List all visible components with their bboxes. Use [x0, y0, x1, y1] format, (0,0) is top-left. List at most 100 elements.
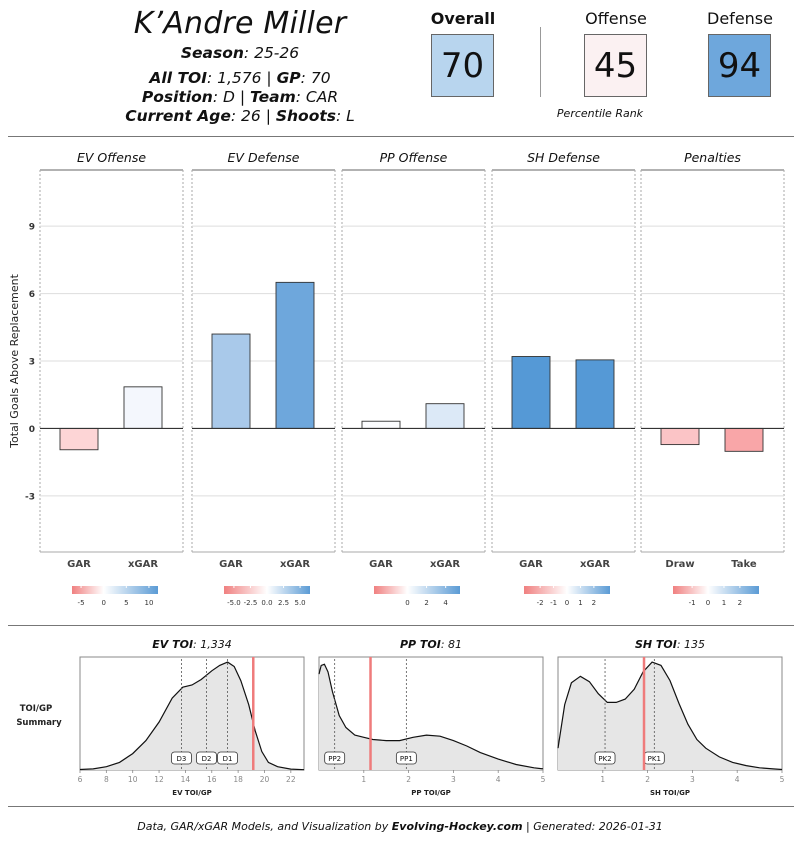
deployment-marker-box	[594, 751, 616, 765]
shoots-value: L	[346, 107, 355, 125]
x-tick-label: 1	[361, 775, 366, 784]
x-tick-label: 5	[541, 775, 546, 784]
deployment-marker-label: PK1	[648, 755, 661, 763]
player-name: K’Andre Miller	[133, 6, 347, 41]
toi-gp-line: All TOI: 1,576 | GP: 70	[149, 69, 331, 87]
legend-tick-label: 5.0	[295, 599, 306, 607]
panel-title: Penalties	[684, 150, 741, 165]
deployment-marker-label: PP2	[328, 755, 341, 763]
legend-tick-label: 0	[101, 599, 105, 607]
x-tick-label: 6	[78, 775, 83, 784]
legend-tick-label: -2.5	[244, 599, 258, 607]
density-area	[558, 662, 782, 770]
gp-value: 70	[310, 69, 331, 87]
legend-tick-label: -1	[689, 599, 696, 607]
season-value: 25-26	[254, 44, 300, 62]
bar-xgar	[575, 359, 615, 429]
toi-title-label: PP TOI	[400, 638, 441, 651]
deployment-marker-box	[171, 751, 192, 765]
density-line	[318, 663, 544, 770]
legend-tick-label: 0.0	[261, 599, 272, 607]
footer-prefix: Data, GAR/xGAR Models, and Visualization…	[137, 820, 389, 833]
team-value: CAR	[305, 88, 339, 106]
y-tick-label: 9	[29, 223, 35, 233]
deployment-marker-label: PP1	[400, 755, 413, 763]
x-tick-label: 10	[128, 775, 138, 784]
toi-title-label: EV TOI	[152, 638, 193, 651]
y-tick-label: 3	[29, 358, 35, 368]
toi-title-value: : 81	[441, 638, 462, 651]
footer-divider	[8, 806, 794, 807]
age-label: Current Age	[125, 107, 231, 125]
percentile-rank-note: Percentile Rank	[556, 107, 644, 120]
footer-site: Evolving-Hockey.com	[391, 820, 523, 833]
legend-tick-label: 1	[578, 599, 582, 607]
position-team-line: Position: D | Team: CAR	[141, 88, 339, 106]
legend-tick-label: 5	[124, 599, 128, 607]
color-legend-bar	[72, 586, 158, 594]
x-tick-label: xGAR	[580, 559, 610, 570]
x-tick-label: 16	[207, 775, 217, 784]
toi-title-label: SH TOI	[635, 638, 677, 651]
panel-title: EV Offense	[77, 150, 146, 165]
toi-panel-title: PP TOI: 81	[400, 638, 462, 651]
x-tick-label: GAR	[219, 559, 243, 570]
gp-label: GP	[276, 69, 301, 87]
x-tick-label: xGAR	[280, 559, 310, 570]
x-tick-label: 18	[233, 775, 243, 784]
overall-rank-label: Overall	[430, 9, 496, 28]
footer-suffix: | Generated: 2026-01-31	[526, 820, 663, 833]
all-toi-value: 1,576	[217, 69, 262, 87]
deployment-marker-box	[217, 751, 238, 765]
defense-rank-label: Defense	[707, 9, 773, 28]
y-tick-label: -3	[25, 492, 35, 502]
legend-tick-label: -5.0	[227, 599, 241, 607]
x-tick-label: GAR	[369, 559, 393, 570]
bar-gar	[211, 333, 251, 429]
x-tick-label: GAR	[67, 559, 91, 570]
color-legend-bar	[374, 586, 460, 594]
x-tick-label: GAR	[519, 559, 543, 570]
position-value: D	[223, 88, 235, 106]
legend-tick-label: 2.5	[278, 599, 289, 607]
x-axis-label: SH TOI/GP	[650, 789, 690, 797]
legend-tick-label: 2	[424, 599, 428, 607]
header-divider	[8, 136, 794, 137]
deployment-marker-label: D2	[202, 755, 212, 763]
legend-tick-label: -1	[550, 599, 557, 607]
density-area	[319, 664, 543, 770]
panel-title: EV Defense	[228, 150, 300, 165]
legend-tick-label: 1	[722, 599, 726, 607]
deployment-marker-box	[324, 751, 346, 765]
x-tick-label: 22	[286, 775, 296, 784]
team-label: Team	[250, 88, 296, 106]
toi-title-value: : 135	[677, 638, 705, 651]
x-tick-label: 14	[181, 775, 191, 784]
gar-bar-charts: Total Goals Above Replacement -3 0 3 6 9 EV Of…	[8, 150, 785, 607]
toi-title-value: : 1,334	[193, 638, 232, 651]
legend-tick-label: 0	[706, 599, 710, 607]
shoots-label: Shoots	[275, 107, 336, 125]
legend-tick-label: 2	[738, 599, 742, 607]
bar-xgar	[275, 281, 315, 429]
deployment-marker-label: PK2	[598, 755, 611, 763]
x-tick-label: 8	[104, 775, 109, 784]
deployment-marker-label: D3	[177, 755, 187, 763]
season-label: Season	[180, 44, 244, 62]
x-axis-label: EV TOI/GP	[172, 789, 211, 797]
overall-rank-box: 70	[431, 34, 494, 97]
x-tick-label: Draw	[665, 559, 694, 570]
x-tick-label: 1	[600, 775, 605, 784]
x-tick-label: 3	[451, 775, 456, 784]
deployment-marker-box	[196, 751, 217, 765]
bar-xgar	[123, 386, 163, 429]
age-value: 26	[241, 107, 261, 125]
density-area	[80, 662, 304, 770]
x-tick-label: xGAR	[430, 559, 460, 570]
summary-label-line2: Summary	[16, 718, 62, 728]
y-axis-label: Total Goals Above Replacement	[8, 273, 21, 448]
deployment-marker-box	[395, 751, 417, 765]
toi-panel-title: SH TOI: 135	[635, 638, 705, 651]
x-tick-label: Take	[731, 559, 757, 570]
